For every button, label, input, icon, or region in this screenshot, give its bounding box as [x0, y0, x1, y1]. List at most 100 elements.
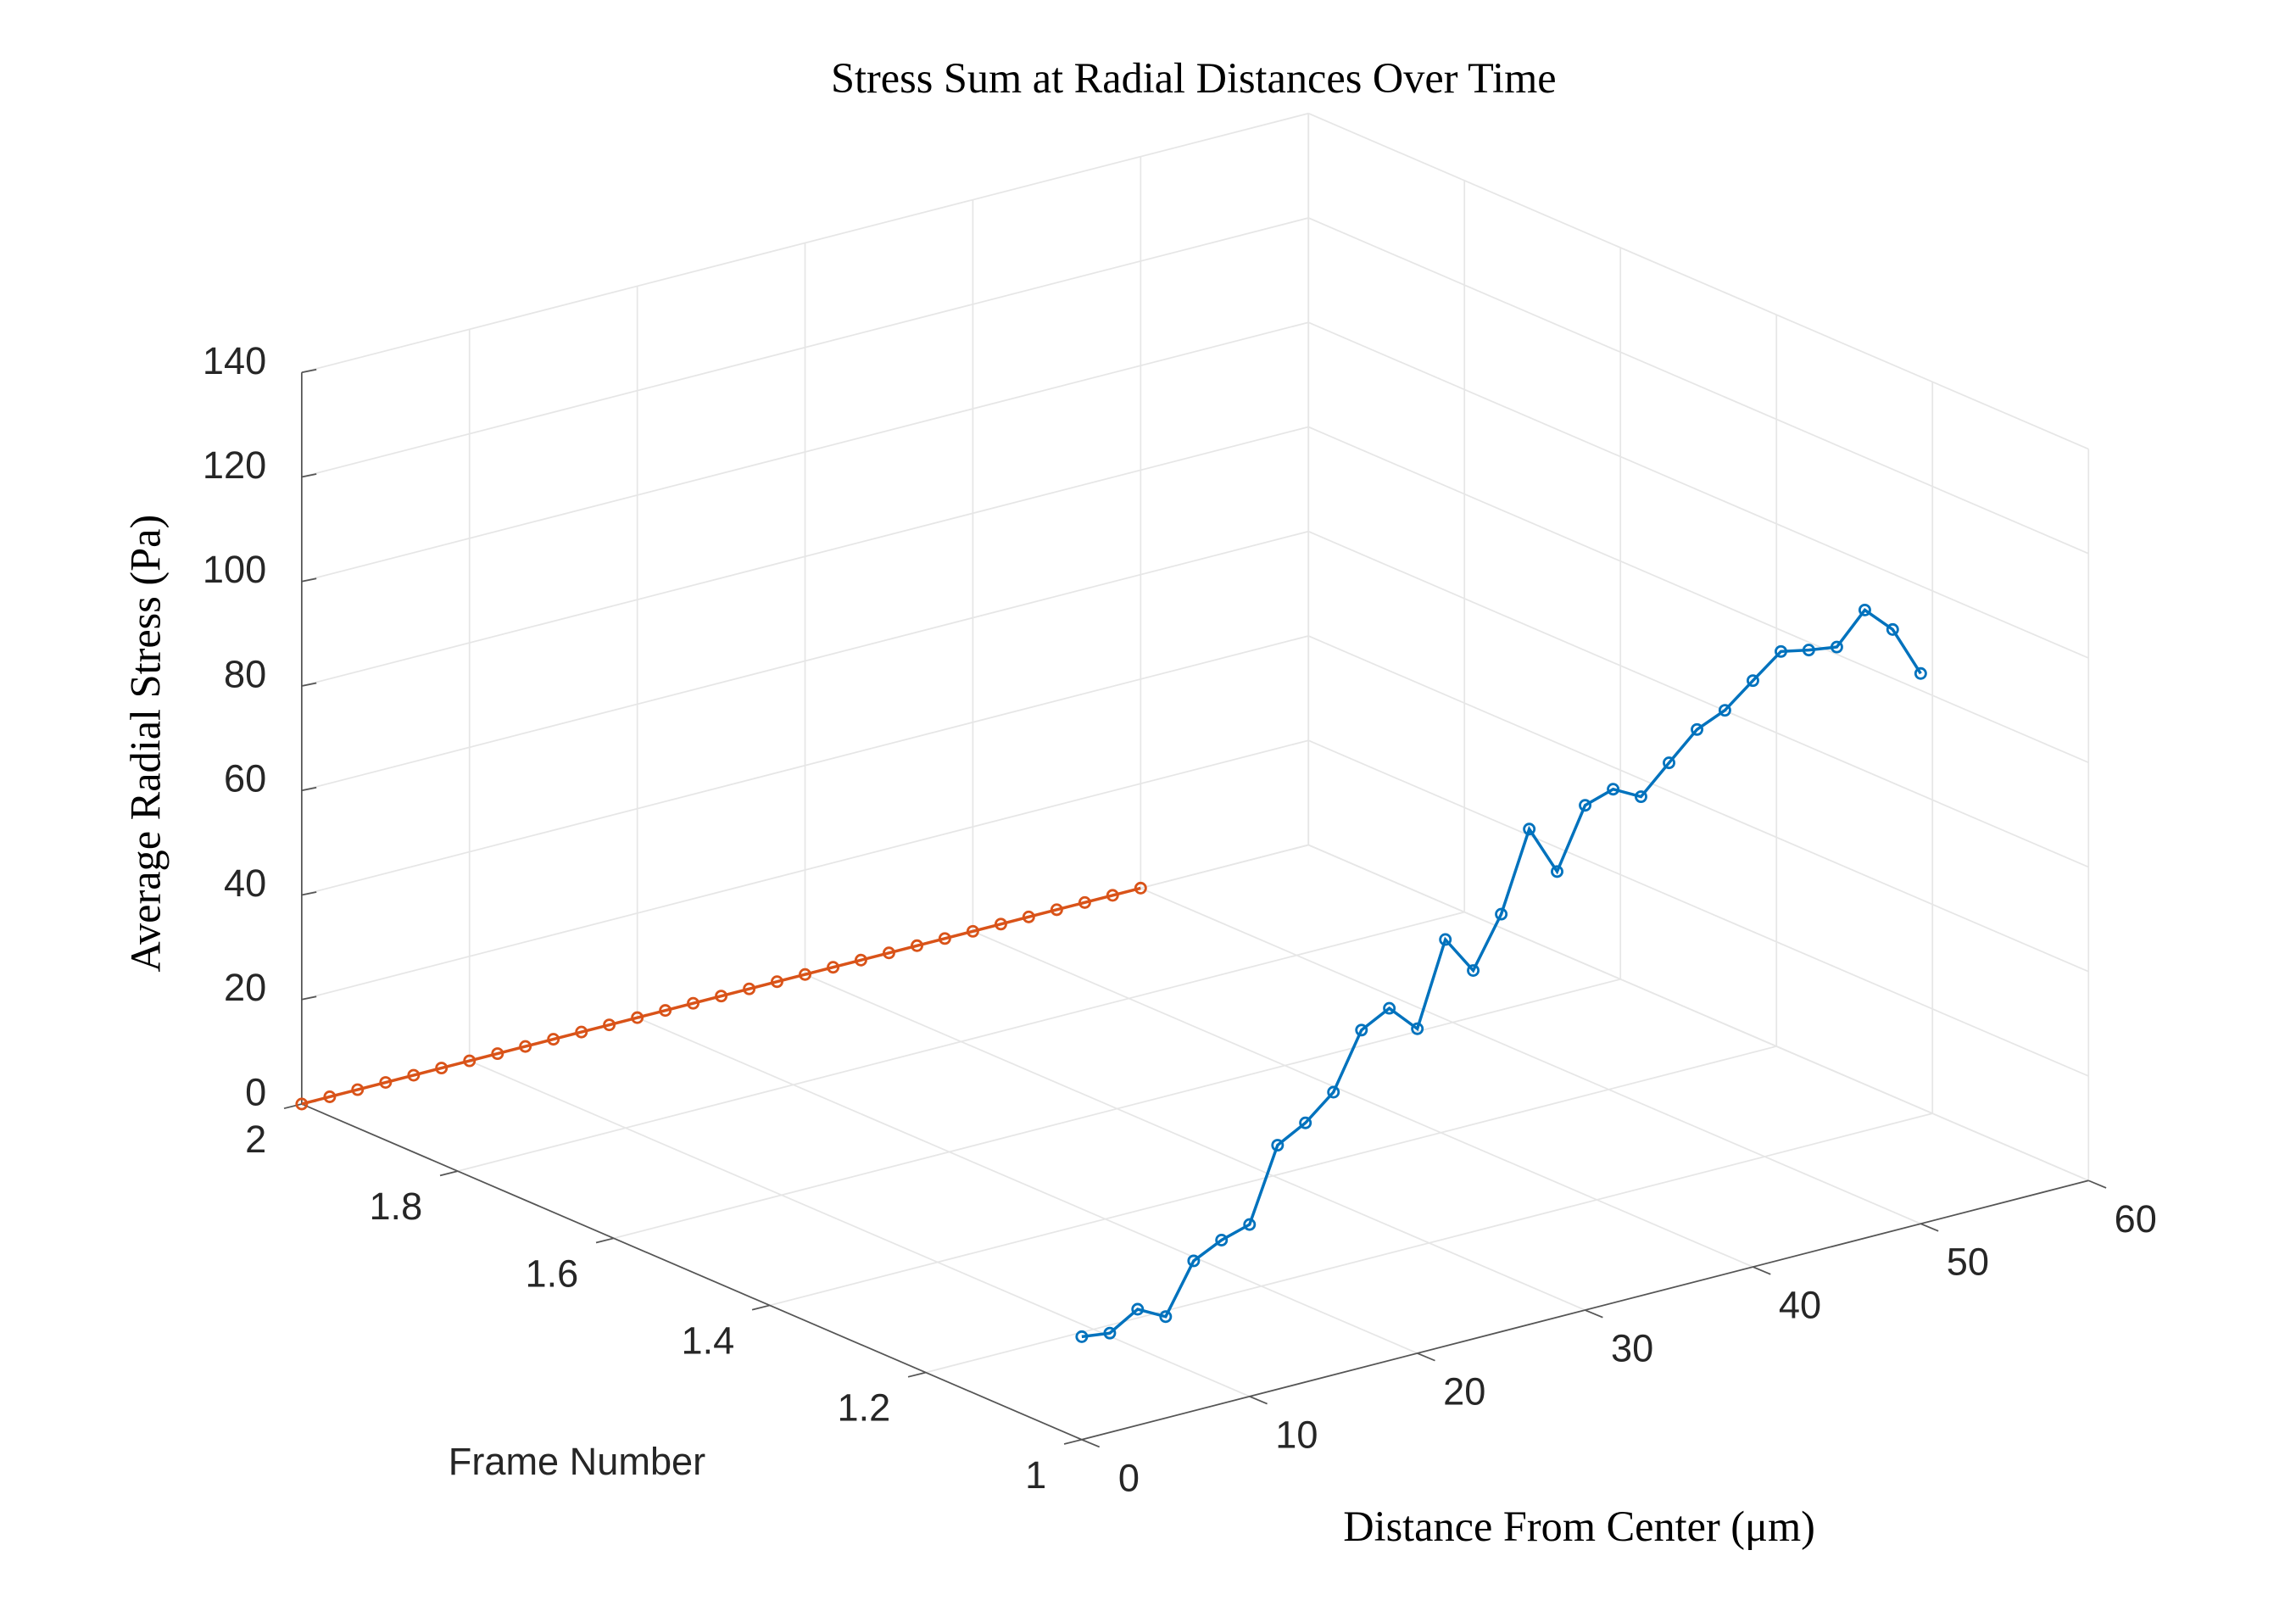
grid-line	[972, 930, 1753, 1268]
x-tick-label: 60	[2115, 1197, 2157, 1241]
data-point	[323, 1090, 337, 1103]
data-point	[1131, 1302, 1145, 1316]
grid-line	[1307, 112, 2089, 450]
data-point	[715, 990, 728, 1003]
data-point	[1523, 823, 1536, 836]
data-point	[463, 1054, 476, 1068]
data-point	[771, 975, 783, 989]
y-tick	[439, 1170, 459, 1177]
data-point	[799, 968, 812, 981]
data-point	[379, 1076, 393, 1089]
x-tick	[1249, 1396, 1268, 1405]
z-tick-label: 140	[203, 339, 266, 382]
y-tick	[1063, 1438, 1083, 1445]
x-tick	[1417, 1352, 1435, 1362]
data-point	[1830, 640, 1843, 654]
data-point	[1691, 722, 1704, 736]
data-point	[1355, 1023, 1368, 1037]
data-point	[1858, 603, 1871, 616]
grid-line	[637, 1017, 1418, 1354]
z-tick-label: 100	[203, 548, 266, 591]
y-tick-label: 2	[245, 1118, 266, 1161]
grid-line	[1307, 217, 2089, 555]
data-point	[883, 946, 895, 960]
y-tick-label: 1.6	[525, 1252, 578, 1295]
data-point	[659, 1004, 672, 1018]
grid-line	[301, 112, 1309, 374]
grid-line	[301, 530, 1309, 792]
y-tick	[595, 1237, 615, 1244]
grid-line	[805, 973, 1585, 1311]
x-tick	[1920, 1223, 1939, 1232]
data-point	[603, 1018, 616, 1032]
data-point	[1607, 783, 1620, 796]
grid-line	[457, 911, 1465, 1172]
data-point	[519, 1040, 532, 1053]
data-point	[295, 1097, 309, 1111]
z-tick	[301, 473, 317, 478]
data-point	[1106, 889, 1119, 902]
data-point	[1299, 1116, 1312, 1129]
y-tick	[907, 1371, 927, 1378]
z-tick	[301, 995, 317, 1001]
z-tick	[301, 577, 317, 583]
y-tick	[751, 1304, 771, 1311]
data-point	[1439, 933, 1452, 946]
z-tick	[301, 368, 317, 374]
x-tick-label: 10	[1275, 1413, 1318, 1456]
data-point	[827, 961, 840, 974]
grid-line	[1307, 530, 2089, 868]
data-point	[1050, 903, 1063, 917]
x-tick-label: 0	[1118, 1456, 1140, 1499]
data-point	[1159, 1310, 1173, 1324]
x-tick	[1081, 1438, 1101, 1448]
data-point	[1746, 674, 1759, 688]
z-tick	[301, 786, 317, 792]
z-tick	[301, 891, 317, 896]
data-point	[966, 924, 979, 938]
grid-line	[1307, 321, 2089, 659]
data-point	[1078, 895, 1091, 909]
grid-line	[301, 321, 1309, 583]
z-tick-label: 20	[224, 966, 266, 1009]
data-point	[1579, 799, 1592, 812]
grid-line	[1307, 739, 2089, 1077]
y-tick	[283, 1103, 303, 1110]
data-point	[1411, 1022, 1424, 1035]
y-tick-label: 1.8	[369, 1185, 422, 1228]
x-tick	[1585, 1309, 1603, 1319]
data-point	[1243, 1218, 1257, 1231]
data-point	[687, 996, 700, 1010]
grid-line	[1307, 635, 2089, 973]
y-tick-label: 1.4	[681, 1319, 734, 1363]
data-point	[1663, 756, 1675, 770]
data-point	[911, 939, 923, 952]
x-tick	[2087, 1179, 2107, 1189]
x-tick-label: 30	[1611, 1327, 1653, 1370]
data-point	[1914, 666, 1927, 680]
x-axis-title: Distance From Center (μm)	[1343, 1503, 1815, 1550]
grid-line	[301, 426, 1309, 687]
x-tick-label: 20	[1443, 1369, 1485, 1413]
data-point	[1718, 704, 1731, 717]
grid-line	[1140, 887, 1921, 1224]
data-point	[631, 1011, 644, 1024]
data-point	[1075, 1330, 1089, 1343]
z-tick-label: 80	[224, 653, 266, 696]
data-point	[351, 1083, 365, 1096]
data-point	[1495, 907, 1508, 921]
z-tick-label: 40	[224, 862, 266, 905]
y-axis-title: Frame Number	[449, 1440, 705, 1483]
data-point	[575, 1025, 588, 1039]
data-point	[1383, 1001, 1396, 1015]
axis-line	[301, 1103, 1083, 1441]
grid-line	[1307, 844, 2089, 1182]
series-line	[301, 886, 1141, 1106]
data-point	[1134, 881, 1147, 895]
z-tick-label: 60	[224, 757, 266, 800]
grid-line	[613, 978, 1621, 1240]
data-point	[1103, 1326, 1117, 1340]
data-point	[1215, 1234, 1229, 1246]
z-axis-title: Average Radial Stress (Pa)	[122, 515, 170, 973]
